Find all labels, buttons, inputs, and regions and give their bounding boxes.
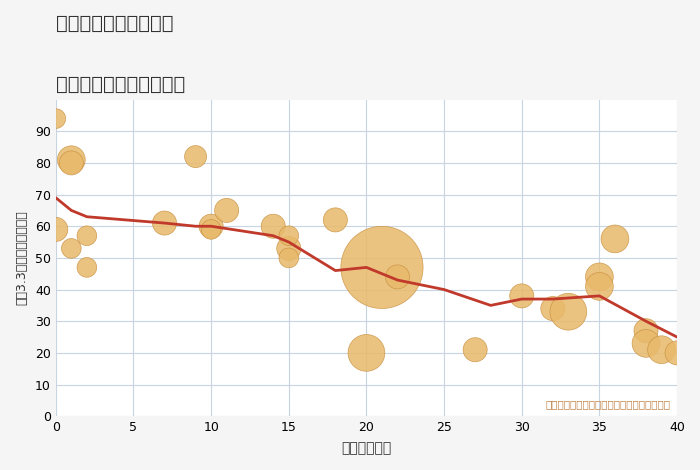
Point [671,349,682,357]
Y-axis label: 平（3.3㎡）単価（万円）: 平（3.3㎡）単価（万円） [15,211,28,306]
Point [470,346,481,353]
Point [640,340,652,347]
Point [594,282,605,290]
Text: 神奈川県平塚市広川の: 神奈川県平塚市広川の [56,14,174,33]
Point [563,308,574,315]
Point [377,264,388,271]
Point [50,226,62,233]
Point [284,245,295,252]
Point [190,153,201,160]
Point [221,207,232,214]
Text: 円の大きさは、取引のあった物件面積を示す: 円の大きさは、取引のあった物件面積を示す [545,399,670,409]
Point [609,235,620,243]
Point [267,222,279,230]
Point [66,156,77,164]
Point [284,254,295,262]
Point [50,115,62,122]
Point [206,222,217,230]
Point [392,273,403,281]
Point [516,292,527,300]
Point [640,327,652,335]
Point [360,349,372,357]
Point [66,245,77,252]
Point [594,273,605,281]
Text: 築年数別中古戸建て価格: 築年数別中古戸建て価格 [56,75,186,94]
Point [547,305,559,312]
Point [206,226,217,233]
Point [159,219,170,227]
Point [66,159,77,167]
X-axis label: 築年数（年）: 築年数（年） [342,441,391,455]
Point [81,264,92,271]
Point [284,232,295,240]
Point [656,346,667,353]
Point [81,232,92,240]
Point [330,216,341,224]
